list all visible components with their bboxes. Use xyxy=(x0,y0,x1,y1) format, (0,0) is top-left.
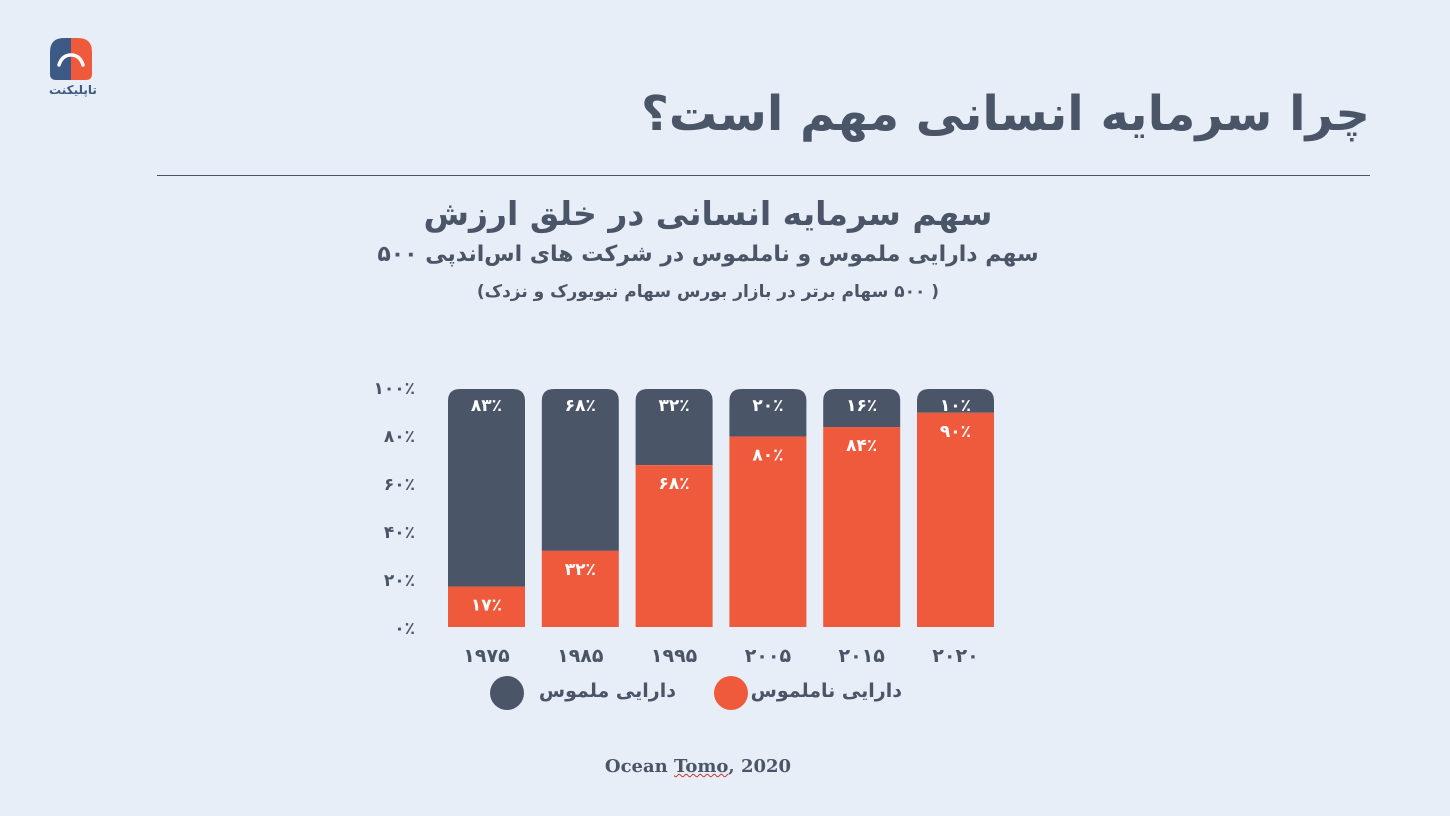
bar-intangible xyxy=(541,550,619,627)
y-tick-label: ۱۰۰٪ xyxy=(373,379,415,399)
data-label-tangible: ۶۸٪ xyxy=(565,396,596,416)
bar-intangible xyxy=(729,436,807,627)
x-tick-label: ۱۹۹۵ xyxy=(651,645,698,667)
y-tick-label: ۰٪ xyxy=(394,619,415,639)
bar-tangible xyxy=(541,389,619,551)
bar-tangible xyxy=(917,389,994,413)
chart-title: سهم سرمایه انسانی در خلق ارزش xyxy=(423,194,993,233)
bar-tangible xyxy=(448,389,525,587)
legend-label-intangible: دارایی ناملموس xyxy=(750,680,902,702)
data-label-intangible: ۱۷٪ xyxy=(471,596,502,616)
data-label-intangible: ۶۸٪ xyxy=(659,474,690,494)
y-tick-label: ۶۰٪ xyxy=(384,475,415,495)
y-tick-label: ۸۰٪ xyxy=(384,427,415,447)
x-tick-label: ۱۹۷۵ xyxy=(463,645,510,667)
y-tick-label: ۲۰٪ xyxy=(384,571,415,591)
bar-intangible xyxy=(917,412,994,627)
y-tick-label: ۴۰٪ xyxy=(384,523,415,543)
legend-label-tangible: دارایی ملموس xyxy=(538,680,676,702)
legend-swatch-intangible xyxy=(714,676,748,710)
data-label-tangible: ۳۲٪ xyxy=(659,396,690,416)
source-suffix: , 2020 xyxy=(728,756,792,777)
data-label-tangible: ۸۳٪ xyxy=(471,396,502,416)
title-divider xyxy=(157,175,1370,176)
logo-mark-icon xyxy=(50,38,92,80)
legend-swatch-tangible xyxy=(490,676,524,710)
bar-tangible xyxy=(823,389,901,428)
bar-tangible xyxy=(729,389,807,437)
brand-name: تاپلیکنت xyxy=(49,83,97,97)
chart-subtitle: سهم دارایی ملموس و ناملموس در شرکت های ا… xyxy=(377,242,1039,267)
chart-note: ( ۵۰۰ سهام برتر در بازار بورس سهام نیویو… xyxy=(476,282,940,302)
source-prefix: Ocean xyxy=(604,756,675,777)
bar-tangible xyxy=(635,389,713,466)
data-label-intangible: ۸۰٪ xyxy=(752,446,783,466)
bar-intangible xyxy=(823,427,901,627)
data-label-intangible: ۳۲٪ xyxy=(565,560,596,580)
data-label-tangible: ۱۰٪ xyxy=(940,396,971,416)
data-label-intangible: ۸۴٪ xyxy=(846,436,877,456)
data-label-tangible: ۲۰٪ xyxy=(752,396,783,416)
legend-item-tangible: دارایی ملموس xyxy=(476,676,686,712)
x-tick-label: ۲۰۰۵ xyxy=(745,645,792,667)
bar-intangible xyxy=(635,465,713,627)
x-tick-label: ۲۰۱۵ xyxy=(839,645,886,667)
x-tick-label: ۲۰۲۰ xyxy=(932,645,978,667)
source-citation: Ocean Tomo, 2020 xyxy=(598,756,798,777)
data-label-tangible: ۱۶٪ xyxy=(846,396,877,416)
legend-item-intangible: دارایی ناملموس xyxy=(700,676,910,712)
page-title: چرا سرمایه انسانی مهم است؟ xyxy=(641,86,1370,142)
x-tick-label: ۱۹۸۵ xyxy=(557,645,604,667)
bar-intangible xyxy=(448,586,525,627)
source-underlined: Tomo xyxy=(674,756,729,777)
data-label-intangible: ۹۰٪ xyxy=(940,422,971,442)
